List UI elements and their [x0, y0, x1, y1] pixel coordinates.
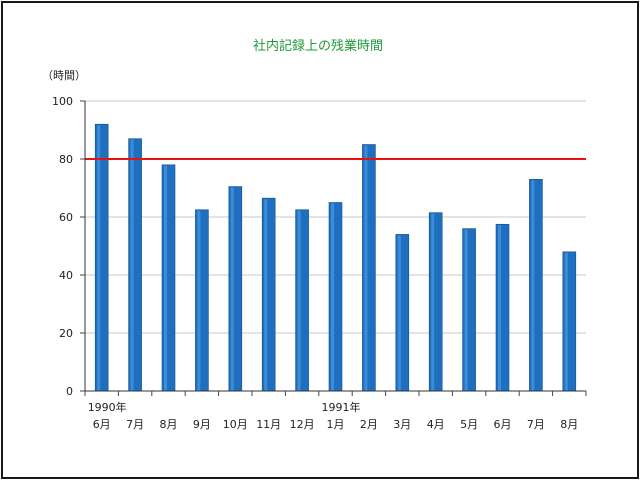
bar — [295, 209, 309, 392]
bar-highlight — [364, 145, 368, 391]
bar — [261, 197, 276, 392]
bar — [395, 234, 410, 392]
bar — [195, 209, 209, 392]
y-tick-label: 100 — [52, 95, 73, 108]
bar-highlight — [97, 125, 101, 391]
y-axis-unit-label: （時間） — [42, 69, 86, 82]
y-tick-label: 80 — [59, 153, 73, 166]
y-tick-label: 0 — [66, 385, 73, 398]
bar-highlight — [164, 165, 167, 391]
year-label: 1991年 — [322, 400, 361, 414]
bar-highlight — [197, 210, 201, 391]
x-tick-label: 5月 — [460, 418, 478, 431]
bar-highlight — [464, 229, 468, 391]
bar — [362, 144, 376, 392]
bar — [495, 223, 510, 392]
bar — [94, 123, 109, 392]
bar-highlight — [531, 180, 535, 391]
x-tick-label: 2月 — [360, 418, 378, 431]
chart-title: 社内記録上の残業時間 — [253, 38, 383, 54]
bars — [94, 123, 577, 392]
bar-highlight — [564, 252, 568, 391]
x-tick-label: 8月 — [560, 418, 578, 431]
bar — [529, 179, 543, 392]
x-tick-label: 7月 — [527, 418, 545, 431]
bar-highlight — [397, 235, 401, 391]
y-tick-label: 40 — [59, 269, 73, 282]
x-tick-label: 6月 — [93, 418, 111, 431]
y-tick-labels: 0 20 40 60 80 100 — [52, 95, 73, 398]
x-tick-label: 1月 — [327, 418, 345, 431]
x-tick-label: 8月 — [160, 418, 178, 431]
x-tick-label: 7月 — [126, 418, 144, 431]
bar-highlight — [331, 203, 334, 391]
bar-highlight — [498, 225, 501, 391]
bar-highlight — [264, 199, 268, 391]
bar-highlight — [297, 210, 301, 391]
bar — [128, 138, 142, 392]
bar — [161, 164, 176, 392]
bar-highlight — [431, 213, 435, 391]
bar — [328, 202, 343, 392]
x-tick-label: 10月 — [223, 418, 248, 431]
axes — [84, 101, 587, 396]
bar — [562, 251, 577, 392]
x-tick-label: 9月 — [193, 418, 211, 431]
bar — [462, 228, 476, 392]
bar-highlight — [230, 187, 234, 391]
x-tick-label: 3月 — [393, 418, 411, 431]
x-tick-label: 12月 — [290, 418, 315, 431]
x-tick-label: 11月 — [256, 418, 281, 431]
x-tick-labels: 6月 7月 8月 9月 10月 11月 12月 1月 2月 3月 4月 5月 6月 7月 8月 1990年 19… — [88, 400, 579, 431]
y-tick-label: 20 — [59, 327, 73, 340]
bar-highlight — [130, 139, 134, 391]
y-tick-label: 60 — [59, 211, 73, 224]
x-tick-label: 4月 — [427, 418, 445, 431]
x-tick-label: 6月 — [494, 418, 512, 431]
bar — [428, 212, 443, 392]
year-label: 1990年 — [88, 400, 127, 414]
bar — [228, 186, 243, 392]
